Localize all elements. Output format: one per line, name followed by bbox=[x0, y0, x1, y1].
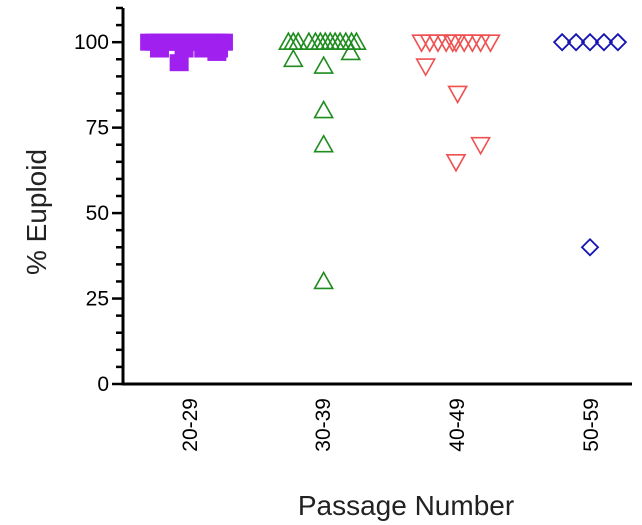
x-tick-label: 40-49 bbox=[446, 398, 469, 452]
y-tick-label: 50 bbox=[86, 202, 109, 225]
x-axis-title: Passage Number bbox=[298, 490, 514, 521]
x-tick-labels: 20-29 30-39 40-49 50-59 bbox=[179, 398, 603, 452]
y-tick-label: 75 bbox=[86, 117, 109, 140]
data-point bbox=[149, 40, 169, 58]
data-point bbox=[552, 32, 572, 52]
y-tick-label: 0 bbox=[97, 373, 109, 396]
data-point bbox=[287, 31, 309, 50]
axes bbox=[121, 8, 632, 386]
data-point bbox=[470, 136, 491, 156]
x-tick-label: 50-59 bbox=[580, 398, 603, 452]
y-tick-label: 100 bbox=[74, 31, 109, 54]
y-axis-title: % Euploid bbox=[21, 149, 52, 275]
data-point bbox=[445, 154, 467, 173]
data-point bbox=[447, 85, 469, 105]
data-point bbox=[340, 41, 362, 61]
data-point bbox=[594, 32, 614, 52]
x-tick-label: 20-29 bbox=[179, 398, 202, 452]
data-point bbox=[580, 237, 600, 257]
data-point bbox=[346, 31, 367, 50]
data-point bbox=[580, 32, 600, 52]
data-points bbox=[140, 31, 628, 290]
data-point bbox=[313, 99, 335, 119]
data-point bbox=[566, 32, 586, 52]
y-ticks: 0 25 50 75 100 bbox=[74, 6, 123, 396]
data-point bbox=[313, 134, 335, 153]
data-point bbox=[169, 54, 189, 72]
data-point bbox=[207, 43, 227, 61]
data-point bbox=[608, 32, 628, 52]
data-point bbox=[282, 48, 304, 68]
data-point bbox=[313, 55, 335, 74]
data-point bbox=[313, 270, 335, 290]
y-tick-label: 25 bbox=[86, 288, 109, 311]
data-point bbox=[415, 58, 437, 77]
data-point bbox=[480, 34, 501, 53]
x-tick-label: 30-39 bbox=[312, 398, 335, 452]
